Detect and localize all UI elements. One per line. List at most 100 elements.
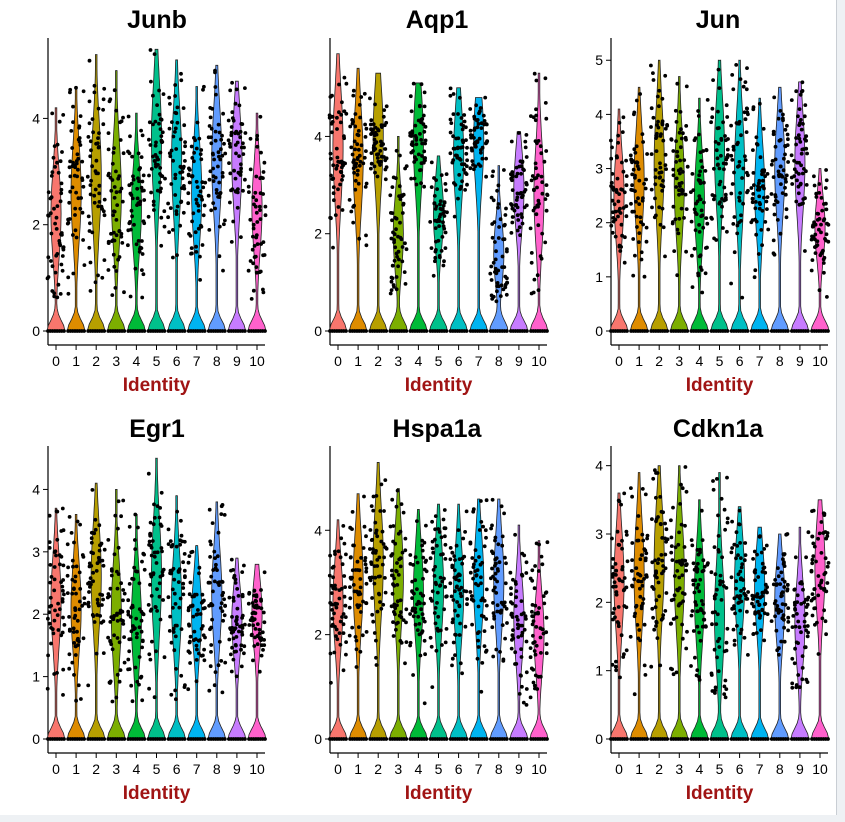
cell-point <box>509 231 514 235</box>
cell-point <box>538 674 543 679</box>
points-cluster-2 <box>85 58 107 333</box>
cell-point <box>170 120 174 124</box>
cell-point <box>126 609 131 614</box>
x-tick-label: 1 <box>635 761 643 777</box>
cell-point <box>400 550 405 555</box>
violin-cluster-9 <box>509 524 529 740</box>
cell-point <box>725 229 729 234</box>
cell-point <box>207 688 212 693</box>
cell-point <box>140 268 144 272</box>
cell-point <box>745 609 749 614</box>
points-cluster-2 <box>367 478 389 741</box>
cell-point <box>173 110 178 115</box>
cell-point <box>531 619 536 623</box>
cell-point <box>814 191 819 196</box>
cell-point <box>173 688 178 693</box>
cell-point <box>126 114 131 119</box>
cell-point <box>639 250 644 255</box>
cell-point <box>784 207 789 212</box>
cell-point <box>133 266 138 271</box>
cell-point <box>174 667 178 671</box>
cell-point <box>201 653 205 658</box>
cell-point <box>101 597 105 602</box>
cell-point <box>112 185 117 189</box>
cell-point <box>403 282 408 286</box>
cell-point <box>153 119 158 124</box>
cell-point <box>182 568 187 573</box>
cell-point <box>734 579 739 584</box>
cell-point <box>779 182 783 187</box>
cell-point <box>213 129 218 134</box>
cell-point <box>489 264 494 269</box>
cell-point <box>505 247 509 252</box>
cell-point <box>181 210 186 215</box>
cell-point <box>191 614 196 619</box>
cell-point <box>141 173 146 178</box>
cell-point <box>518 233 522 238</box>
cell-point <box>638 557 643 562</box>
cell-point <box>759 628 763 632</box>
cell-point <box>491 574 495 579</box>
cell-point <box>422 90 427 95</box>
cell-point <box>259 606 264 611</box>
cell-point <box>704 216 709 221</box>
cell-point <box>629 187 634 192</box>
cell-point <box>217 130 222 135</box>
cell-point <box>524 687 529 691</box>
cell-point <box>479 613 484 618</box>
cell-point <box>693 228 698 233</box>
cell-point <box>505 621 509 625</box>
cell-point <box>794 89 799 94</box>
cell-point <box>657 104 661 109</box>
cell-point <box>374 638 378 643</box>
cell-point-zero <box>826 737 830 741</box>
cell-point <box>403 536 408 541</box>
cell-point <box>723 678 728 683</box>
cell-point <box>476 122 481 126</box>
cell-point <box>332 611 336 616</box>
cell-point <box>746 112 750 117</box>
cell-point <box>77 607 82 612</box>
cell-point <box>147 652 152 657</box>
cell-point <box>394 569 399 574</box>
cell-point <box>523 188 528 192</box>
cell-point <box>232 168 237 173</box>
panel-title: Cdkn1a <box>673 415 764 443</box>
cell-point <box>493 535 498 540</box>
cell-point <box>146 603 151 607</box>
cell-point <box>759 550 764 555</box>
cell-point <box>624 158 628 163</box>
cell-point <box>399 615 404 620</box>
cell-point <box>451 134 455 139</box>
cell-point <box>51 155 56 160</box>
x-tick-label: 8 <box>776 761 784 777</box>
cell-point <box>173 130 177 134</box>
cell-point <box>798 140 803 144</box>
cell-point <box>89 536 94 541</box>
cell-point <box>510 638 514 642</box>
cell-point <box>403 548 408 553</box>
cell-point <box>711 479 715 483</box>
cell-point <box>422 129 427 134</box>
cell-point <box>775 648 780 653</box>
cell-point <box>190 603 195 608</box>
cell-point <box>207 507 212 512</box>
cell-point <box>173 193 178 197</box>
cell-point <box>208 115 213 120</box>
cell-point <box>633 173 637 178</box>
cell-point <box>135 679 140 684</box>
cell-point <box>732 596 737 601</box>
cell-point <box>134 242 139 247</box>
cell-point <box>611 611 615 615</box>
cell-point <box>824 178 829 183</box>
cell-point <box>468 107 473 111</box>
cell-point <box>415 628 420 632</box>
cell-point <box>524 155 529 159</box>
cell-point <box>764 199 769 204</box>
cell-point <box>532 683 537 688</box>
cell-point <box>362 494 366 499</box>
cell-point <box>450 663 454 668</box>
cell-point <box>513 650 518 655</box>
cell-point <box>458 621 462 626</box>
cell-point <box>437 224 441 229</box>
